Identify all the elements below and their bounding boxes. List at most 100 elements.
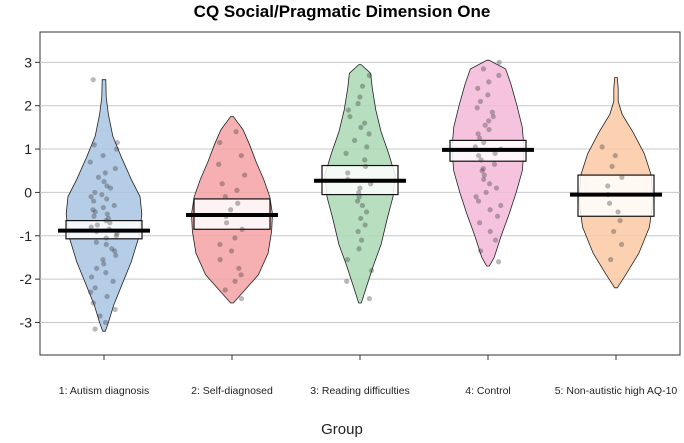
data-point [366,296,372,302]
data-point [491,161,498,167]
data-point [113,233,119,239]
data-point [475,198,482,204]
data-point [352,137,358,143]
data-point [109,246,115,252]
data-point [103,235,109,241]
data-point [606,200,613,206]
data-point [476,220,483,226]
data-point [481,139,487,146]
data-point [475,131,481,137]
y-tick-label: -3 [20,314,33,330]
data-point [344,257,351,263]
data-point [481,172,487,178]
y-tick-label: -1 [20,228,33,244]
data-point [112,165,118,172]
data-point [475,85,481,91]
data-point [99,191,105,198]
data-point [105,215,112,222]
data-point [357,94,363,100]
x-tick-label: 5: Non-autistic high AQ-10 [555,385,678,397]
data-point [113,252,119,258]
x-tick-label: 4: Control [465,385,511,397]
data-point [114,139,120,146]
data-point [101,261,107,267]
data-point [100,257,106,263]
data-point [228,207,234,213]
data-point [90,77,96,83]
x-axis: 1: Autism diagnosis 2: Self-diagnosed 3: R… [59,355,678,397]
data-point [92,326,98,332]
data-point [94,265,100,271]
y-axis: -3 -2 -1 0 1 2 3 [20,54,40,330]
data-point [103,217,109,224]
data-point [238,152,244,159]
data-point [103,270,109,276]
data-point [619,174,625,180]
data-point [359,202,366,209]
data-point [487,228,493,235]
raw-points [87,59,625,332]
data-point [107,185,114,191]
data-point [94,222,100,228]
data-point [238,272,244,278]
data-point [481,176,487,183]
data-point [112,248,118,254]
data-point [347,113,353,120]
data-point [92,209,98,215]
data-point [496,72,502,78]
data-point [104,183,110,189]
data-point [611,228,617,235]
data-point [100,204,106,211]
data-point [496,59,502,65]
data-point [223,220,230,226]
data-point [91,213,97,219]
data-point [366,131,372,137]
data-point [95,174,102,180]
data-point [217,241,223,248]
data-point [217,257,223,263]
data-point [216,161,222,167]
data-point [113,146,120,152]
data-point [477,135,483,141]
data-point [356,189,362,196]
data-point [475,152,482,159]
data-point [104,196,110,202]
data-point [235,200,241,206]
data-point [362,222,368,228]
data-point [356,194,362,200]
data-point [239,226,245,232]
data-point [228,248,235,254]
data-point [238,296,245,302]
data-point [101,178,107,185]
data-point [242,172,248,178]
data-point [608,257,614,263]
data-point [222,194,228,200]
x-axis-title: Group [321,421,363,438]
data-point [104,293,110,300]
data-point [88,274,95,280]
data-point [366,72,373,78]
x-tick-label: 2: Self-diagnosed [191,385,273,397]
y-tick-label: 3 [24,54,32,70]
data-point [362,163,369,170]
data-point [615,209,621,215]
data-point [357,185,363,191]
data-point [345,107,352,113]
data-point [480,66,487,72]
data-point [480,165,486,172]
data-point [486,118,492,124]
data-point [344,278,350,284]
data-point [492,150,498,156]
data-point [233,129,239,135]
data-point [486,126,492,133]
data-point [88,194,94,200]
data-point [93,239,99,245]
violin-1 [65,79,143,332]
mean-lines [58,147,662,233]
data-point [618,241,625,248]
chart-title: CQ Social/Pragmatic Dimension One [193,2,491,21]
data-point [110,278,116,284]
data-point [479,168,485,174]
data-point [489,109,495,115]
